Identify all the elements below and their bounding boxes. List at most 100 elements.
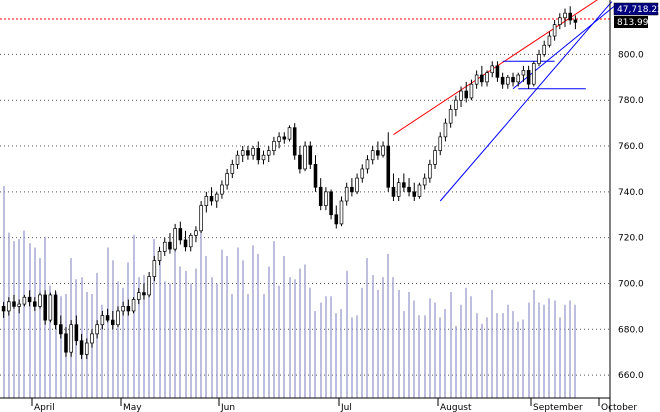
candle-body (95, 324, 99, 335)
candle-body (58, 324, 63, 335)
x-tick-label: August (440, 403, 472, 412)
candle-body (43, 294, 47, 321)
candle-body (225, 173, 229, 186)
candle-body (370, 150, 375, 161)
x-tick-label: April (34, 403, 55, 412)
candle-body (360, 168, 365, 179)
trendline (439, 1, 613, 202)
candle-body (407, 186, 411, 193)
x-tick-label: September (533, 403, 583, 412)
x-tick-label: Jul (340, 403, 352, 412)
y-tick-label: 680.0 (618, 325, 644, 335)
candle-body (69, 324, 73, 353)
x-tick-label: Jun (220, 403, 235, 412)
candle-body (443, 122, 448, 138)
candle-body (459, 90, 463, 101)
candle-body (402, 182, 406, 188)
candle-body (105, 315, 110, 321)
candle-body (33, 301, 37, 307)
candle-body (22, 296, 27, 305)
trendline (393, 0, 598, 135)
candle-body (386, 145, 391, 188)
candle-body (157, 251, 162, 261)
candle-body (329, 191, 333, 216)
candle-body (282, 136, 287, 140)
candle-body (209, 196, 214, 202)
candle-body (563, 12, 567, 19)
candle-body (53, 294, 58, 326)
candle-body (12, 301, 16, 307)
candle-body (116, 310, 120, 326)
y-tick-label: 760.0 (618, 142, 644, 152)
candle-body (344, 186, 349, 202)
candle-body (90, 333, 94, 344)
y-axis: 660.0 680.0 700.0 720.0 740.0 760.0 780.0 800.0 (0, 0, 644, 412)
candle-body (131, 299, 136, 312)
candle-body (246, 150, 250, 156)
candle-body (204, 196, 209, 206)
candle-body (511, 76, 515, 83)
x-tick-label: May (123, 403, 142, 412)
candle-body (532, 63, 536, 85)
candle-body (100, 315, 105, 326)
candle-body (474, 74, 479, 85)
candle-body (324, 191, 328, 206)
x-axis: April May Jun Jul August September October (31, 398, 637, 412)
candle-body (110, 319, 115, 326)
candle-body (485, 72, 489, 83)
candle-body (183, 239, 188, 248)
x-tick-label: October (601, 403, 637, 412)
candle-body (521, 70, 526, 76)
candle-body (308, 145, 313, 165)
candle-body (542, 44, 546, 55)
candle-body (79, 340, 84, 355)
candle-body (27, 296, 32, 303)
candle-body (433, 150, 437, 165)
candle-body (168, 241, 172, 250)
candle-body (355, 177, 359, 193)
y-tick-label: 720.0 (618, 234, 644, 244)
candle-body (48, 294, 53, 321)
candle-body (396, 182, 401, 197)
candle-body (7, 301, 11, 312)
candle-body (1, 306, 6, 312)
candle-body (516, 74, 521, 83)
candle-body (558, 17, 562, 25)
candle-body (480, 74, 484, 83)
y-tick-label: 780.0 (618, 96, 644, 106)
candle-body (64, 333, 68, 353)
candle-body (422, 177, 427, 186)
candle-body (230, 163, 235, 174)
candle-body (173, 228, 177, 250)
candle-body (376, 150, 380, 156)
candle-body (313, 163, 318, 188)
candle-body (235, 154, 240, 165)
candle-body (547, 35, 552, 46)
candle-body (552, 24, 557, 37)
y-tick-label: 700.0 (618, 279, 644, 289)
candle-body (391, 186, 396, 197)
candle-body (339, 200, 344, 225)
candle-body (469, 83, 474, 99)
candle-body (417, 184, 422, 197)
candle-body (500, 76, 505, 85)
candle-body (381, 145, 385, 156)
candle-body (490, 65, 495, 74)
candle-body (220, 184, 224, 195)
candle-body (334, 214, 339, 225)
last-price-badge-box (614, 16, 648, 28)
candle-body (454, 99, 458, 110)
candle-body (318, 186, 323, 206)
candle-body (261, 154, 266, 161)
candle-body (194, 230, 198, 236)
candle-body (350, 186, 354, 193)
candle-body (256, 147, 261, 161)
candle-body (240, 150, 245, 156)
candle-body (251, 147, 255, 156)
candle-body (136, 292, 141, 300)
y-tick-label: 740.0 (618, 188, 644, 198)
candle-body (428, 163, 432, 179)
candle-body (142, 292, 146, 296)
candle-body (188, 235, 193, 248)
